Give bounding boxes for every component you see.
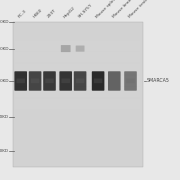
Text: 70KD: 70KD	[0, 115, 9, 119]
Bar	[13, 22, 143, 167]
Text: 160KD: 160KD	[0, 20, 9, 24]
Bar	[15, 122, 141, 132]
Text: 293T: 293T	[47, 8, 57, 19]
Text: PC-3: PC-3	[18, 9, 28, 19]
Text: Mouse testis: Mouse testis	[128, 0, 150, 19]
Bar	[15, 64, 141, 74]
Text: Mouse brain: Mouse brain	[111, 0, 133, 19]
Bar	[15, 111, 141, 121]
Bar	[15, 40, 141, 51]
Text: 50KD: 50KD	[0, 149, 9, 153]
Bar	[15, 76, 141, 86]
Text: SH-SY5Y: SH-SY5Y	[77, 3, 93, 19]
Text: 100KD: 100KD	[0, 79, 9, 83]
FancyBboxPatch shape	[29, 71, 41, 91]
Text: Mouse spleen: Mouse spleen	[95, 0, 119, 19]
Bar	[15, 145, 141, 156]
FancyBboxPatch shape	[76, 78, 84, 83]
FancyBboxPatch shape	[124, 71, 137, 91]
Text: 130KD: 130KD	[0, 47, 9, 51]
FancyBboxPatch shape	[126, 78, 135, 83]
Bar	[15, 134, 141, 144]
FancyBboxPatch shape	[61, 45, 71, 52]
FancyBboxPatch shape	[74, 71, 86, 91]
Bar	[15, 87, 141, 97]
FancyBboxPatch shape	[59, 71, 72, 91]
FancyBboxPatch shape	[110, 78, 119, 83]
FancyBboxPatch shape	[76, 46, 85, 52]
FancyBboxPatch shape	[14, 71, 27, 91]
FancyBboxPatch shape	[16, 78, 25, 83]
FancyBboxPatch shape	[94, 78, 102, 83]
FancyBboxPatch shape	[61, 78, 70, 83]
FancyBboxPatch shape	[92, 71, 104, 91]
FancyBboxPatch shape	[108, 71, 121, 91]
Text: H460: H460	[32, 8, 43, 19]
Bar	[15, 52, 141, 62]
Text: SMARCA5: SMARCA5	[147, 78, 170, 84]
FancyBboxPatch shape	[45, 78, 54, 83]
FancyBboxPatch shape	[43, 71, 56, 91]
Bar	[15, 99, 141, 109]
FancyBboxPatch shape	[31, 78, 39, 83]
Text: HepG2: HepG2	[63, 6, 76, 19]
